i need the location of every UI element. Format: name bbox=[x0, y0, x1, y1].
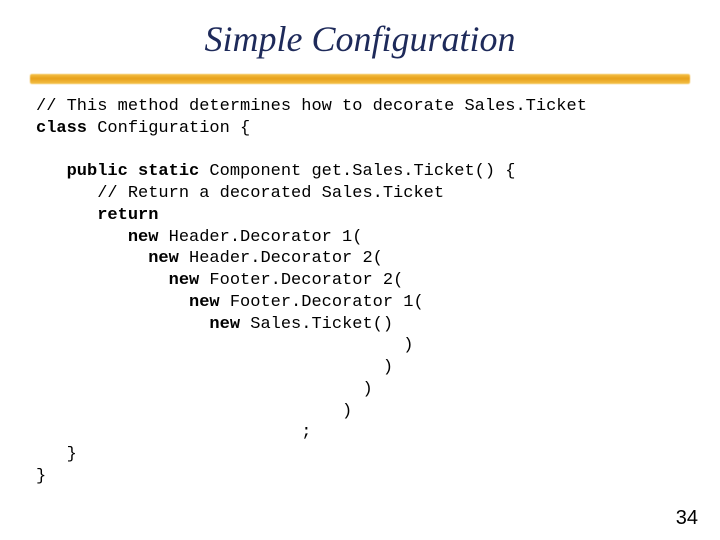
keyword-new: new bbox=[36, 249, 179, 268]
title-underline-wrap bbox=[0, 66, 720, 92]
code-line: } bbox=[36, 467, 46, 486]
code-line: ) bbox=[36, 402, 352, 421]
keyword-public-static: public static bbox=[36, 162, 199, 181]
code-line: ) bbox=[36, 380, 373, 399]
code-text: Header.Decorator 2( bbox=[179, 249, 383, 268]
code-line: ; bbox=[36, 423, 311, 442]
slide-title: Simple Configuration bbox=[0, 18, 720, 60]
code-text: Header.Decorator 1( bbox=[158, 228, 362, 247]
keyword-class: class bbox=[36, 119, 87, 138]
code-line: } bbox=[36, 445, 77, 464]
keyword-new: new bbox=[36, 228, 158, 247]
keyword-new: new bbox=[36, 315, 240, 334]
slide: Simple Configuration // This method dete… bbox=[0, 18, 720, 540]
keyword-return: return bbox=[36, 206, 158, 225]
code-text: Sales.Ticket() bbox=[240, 315, 393, 334]
code-text: Component get.Sales.Ticket() { bbox=[199, 162, 515, 181]
code-text: Configuration { bbox=[87, 119, 250, 138]
code-text: Footer.Decorator 1( bbox=[220, 293, 424, 312]
code-block: // This method determines how to decorat… bbox=[36, 96, 720, 488]
code-text: Footer.Decorator 2( bbox=[199, 271, 403, 290]
code-line: ) bbox=[36, 336, 413, 355]
title-underline bbox=[30, 74, 690, 84]
page-number: 34 bbox=[676, 507, 698, 530]
keyword-new: new bbox=[36, 293, 220, 312]
keyword-new: new bbox=[36, 271, 199, 290]
code-line: ) bbox=[36, 358, 393, 377]
code-line: // This method determines how to decorat… bbox=[36, 97, 587, 116]
code-line: // Return a decorated Sales.Ticket bbox=[36, 184, 444, 203]
